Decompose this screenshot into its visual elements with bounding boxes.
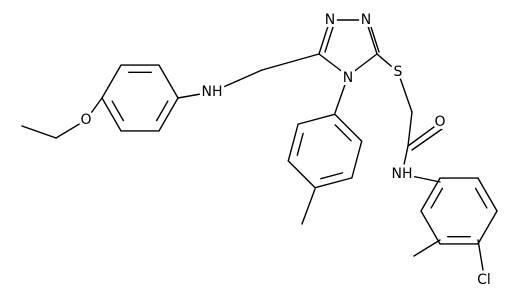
bond [55,119,87,139]
bond [21,125,57,139]
bond [477,177,498,212]
bond [351,140,363,179]
bond [261,53,320,71]
atom-label: O [80,112,91,128]
bond [101,97,122,132]
bond [177,91,213,99]
bond [401,145,409,175]
atom-label: Cl [477,272,491,288]
bonds [21,19,498,277]
atom-label: S [394,64,403,80]
bond [347,53,378,77]
atom-label: O [434,114,445,130]
bond [397,71,413,113]
bond [420,210,441,245]
bond [158,97,179,132]
bond [324,26,334,53]
atom-labels: N N N S O NH O NH Cl [77,9,493,291]
bond [376,53,399,73]
bond [211,69,263,93]
atom-label: NH [202,84,223,100]
bond [287,123,299,162]
bond [334,75,349,114]
bond [297,113,336,125]
bond [407,123,439,147]
bond [401,173,441,183]
bond [318,53,349,77]
bond [430,187,444,209]
bond [314,177,353,189]
bond [411,128,443,151]
bond [101,64,122,99]
atom-label: N [325,12,335,28]
bond [320,172,344,180]
bond [407,111,413,147]
atom-label: NH [392,166,413,182]
bond [287,160,316,189]
bond [334,113,363,142]
bond [158,64,179,99]
bond [155,100,169,122]
bond [477,239,485,277]
bond [296,132,304,156]
bond [477,210,498,245]
bond [318,19,331,55]
bond [334,124,352,142]
bond [365,19,378,55]
bond [301,188,316,225]
bond [370,26,380,53]
bond [420,177,441,212]
bond [474,187,488,209]
atom-label: N [343,70,353,86]
atom-label: N [361,12,371,28]
bond [85,97,103,121]
bond [413,239,441,257]
bond [111,100,125,122]
